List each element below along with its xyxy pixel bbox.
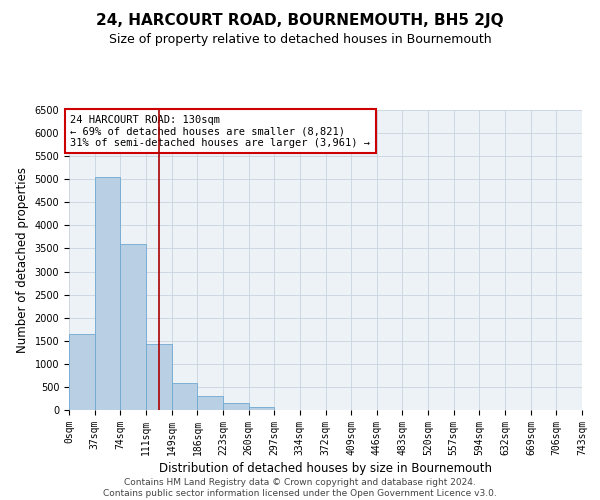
- Bar: [146, 344, 172, 410]
- Bar: [223, 403, 248, 410]
- Bar: [69, 334, 95, 410]
- Bar: [120, 244, 146, 410]
- Bar: [95, 177, 120, 410]
- Text: Contains HM Land Registry data © Crown copyright and database right 2024.
Contai: Contains HM Land Registry data © Crown c…: [103, 478, 497, 498]
- X-axis label: Distribution of detached houses by size in Bournemouth: Distribution of detached houses by size …: [159, 462, 492, 475]
- Text: 24 HARCOURT ROAD: 130sqm
← 69% of detached houses are smaller (8,821)
31% of sem: 24 HARCOURT ROAD: 130sqm ← 69% of detach…: [70, 114, 370, 148]
- Text: Size of property relative to detached houses in Bournemouth: Size of property relative to detached ho…: [109, 32, 491, 46]
- Bar: [197, 396, 223, 410]
- Bar: [248, 407, 274, 410]
- Y-axis label: Number of detached properties: Number of detached properties: [16, 167, 29, 353]
- Bar: [172, 383, 197, 410]
- Text: 24, HARCOURT ROAD, BOURNEMOUTH, BH5 2JQ: 24, HARCOURT ROAD, BOURNEMOUTH, BH5 2JQ: [96, 12, 504, 28]
